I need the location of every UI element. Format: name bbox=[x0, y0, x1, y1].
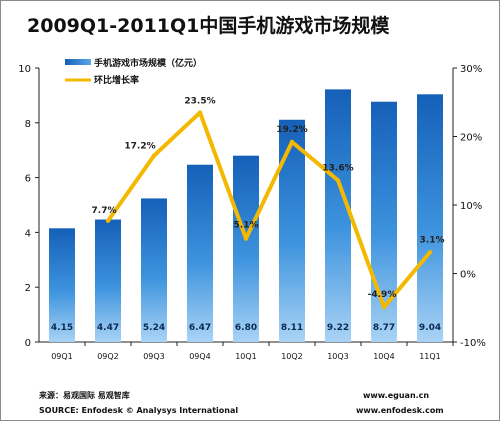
bar-value-label: 4.15 bbox=[51, 323, 73, 333]
left-y-tick-label: 0 bbox=[25, 338, 31, 349]
growth-point bbox=[289, 139, 295, 145]
right-y-axis-tick-labels: -10% 0% 10% 20% 30% bbox=[460, 64, 486, 349]
url-eguan: www.eguan.cn bbox=[363, 391, 429, 400]
bar-10Q2 bbox=[279, 119, 305, 342]
bars bbox=[49, 89, 443, 343]
right-y-tick-label: 30% bbox=[460, 64, 482, 75]
bar-value-label: 6.80 bbox=[235, 323, 257, 333]
bar-value-label: 8.11 bbox=[281, 323, 303, 333]
x-tick-label: 09Q3 bbox=[143, 352, 165, 361]
growth-line-series bbox=[105, 110, 433, 310]
left-y-tick-label: 6 bbox=[25, 174, 31, 185]
source-cn: 来源：易观国际 易观智库 bbox=[38, 390, 130, 400]
bar-value-label: 9.22 bbox=[327, 323, 349, 333]
growth-point bbox=[105, 218, 111, 223]
bar-value-label: 4.47 bbox=[97, 323, 119, 333]
growth-value-label: 3.1% bbox=[420, 235, 445, 245]
legend-line-label: 环比增长率 bbox=[94, 74, 139, 86]
legend-bar-label: 手机游戏市场规模（亿元） bbox=[94, 57, 202, 69]
left-y-axis-tick-labels: 0 2 4 6 8 10 bbox=[18, 64, 31, 349]
growth-value-label: 5.1% bbox=[234, 221, 259, 231]
bar-09Q1 bbox=[49, 228, 75, 342]
x-axis-tick-labels: 09Q1 09Q2 09Q3 09Q4 10Q1 10Q2 10Q3 10Q4 11Q1 bbox=[51, 352, 441, 361]
x-tick-label: 10Q1 bbox=[235, 352, 257, 361]
right-y-tick-label: 20% bbox=[460, 133, 482, 144]
left-y-tick-label: 2 bbox=[25, 283, 31, 294]
bar-value-labels: 4.15 4.47 5.24 6.47 6.80 8.11 9.22 8.77 9.04 bbox=[51, 323, 441, 333]
x-tick-label: 09Q2 bbox=[97, 352, 119, 361]
x-tick-label: 10Q2 bbox=[281, 352, 303, 361]
growth-value-label: 19.2% bbox=[276, 125, 307, 135]
legend-bar-swatch bbox=[65, 59, 91, 65]
x-tick-label: 09Q4 bbox=[189, 352, 211, 361]
growth-value-label: 23.5% bbox=[184, 97, 215, 107]
x-tick-label: 10Q4 bbox=[373, 352, 395, 361]
growth-point bbox=[197, 110, 203, 115]
x-tick-label: 10Q3 bbox=[327, 352, 349, 361]
x-tick-label: 09Q1 bbox=[51, 352, 73, 361]
bar-value-label: 8.77 bbox=[373, 323, 395, 333]
legend: 手机游戏市场规模（亿元） 环比增长率 bbox=[65, 57, 202, 86]
growth-value-label: 13.6% bbox=[322, 163, 353, 173]
growth-point bbox=[381, 304, 387, 310]
bar-value-label: 5.24 bbox=[143, 323, 165, 333]
growth-line bbox=[106, 110, 432, 310]
growth-value-labels: 7.7% 17.2% 23.5% 5.1% 19.2% 13.6% -4.9% 3.1% bbox=[92, 97, 445, 301]
right-y-tick-label: -10% bbox=[460, 338, 486, 349]
bar-10Q1 bbox=[233, 155, 259, 342]
growth-point bbox=[335, 178, 341, 183]
growth-value-label: 7.7% bbox=[92, 206, 117, 216]
bar-09Q2 bbox=[95, 219, 121, 342]
left-y-tick-label: 8 bbox=[25, 119, 31, 130]
footer: 来源：易观国际 易观智库 SOURCE: Enfodesk © Analysys… bbox=[38, 390, 444, 415]
growth-point bbox=[427, 250, 433, 255]
growth-point bbox=[151, 153, 157, 158]
bar-10Q3 bbox=[325, 89, 351, 342]
bar-09Q3 bbox=[141, 198, 167, 342]
bar-09Q4 bbox=[187, 164, 213, 342]
chart-title: 2009Q1-2011Q1中国手机游戏市场规模 bbox=[27, 14, 390, 37]
bar-value-label: 9.04 bbox=[419, 323, 441, 333]
left-y-tick-label: 10 bbox=[18, 64, 31, 75]
left-y-tick-label: 4 bbox=[25, 228, 31, 239]
url-enfodesk: www.enfodesk.com bbox=[356, 406, 444, 415]
right-y-tick-label: 10% bbox=[460, 201, 482, 212]
growth-point bbox=[243, 236, 249, 241]
right-y-tick-label: 0% bbox=[460, 270, 476, 281]
bar-11Q1 bbox=[417, 94, 443, 342]
bar-value-label: 6.47 bbox=[189, 323, 211, 333]
growth-value-label: -4.9% bbox=[368, 290, 397, 300]
growth-value-label: 17.2% bbox=[124, 142, 155, 152]
source-en: SOURCE: Enfodesk © Analysys Internationa… bbox=[39, 406, 238, 415]
x-tick-label: 11Q1 bbox=[419, 352, 441, 361]
